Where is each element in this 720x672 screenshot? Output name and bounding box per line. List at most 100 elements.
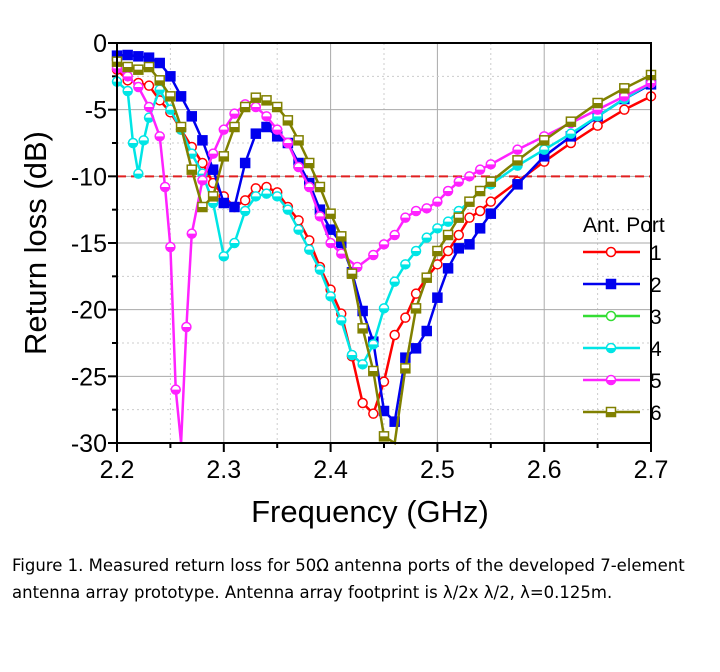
data-point-6-fill [422,277,432,283]
data-point-6-fill [347,273,357,279]
data-point-4-fill [411,251,421,256]
data-point-4-fill [443,221,453,227]
data-point-1 [474,205,486,217]
data-point-5-fill [379,244,389,249]
legend-label-2: 2 [650,274,662,297]
x-tick-label: 2.3 [206,456,241,484]
data-point-2 [464,239,475,250]
data-point-5-fill [123,76,133,81]
data-point-5-fill [272,129,282,135]
data-point-5-fill [187,233,197,239]
legend-label-6: 6 [650,402,662,425]
legend-marker-5-fill [606,380,616,385]
data-point-1 [368,408,379,419]
data-point-6-fill [513,160,522,165]
data-point-5-fill [208,153,218,159]
series-6 [111,56,657,446]
data-point-5-fill [294,167,304,172]
data-point-4-fill [432,228,442,233]
data-point-6-fill [208,196,218,201]
data-point-4-fill [139,140,149,145]
data-point-2 [453,243,465,254]
data-point-2 [143,52,155,63]
data-point-6-fill [283,120,293,125]
data-point-5-fill [486,164,496,169]
y-axis-title: Return loss (dB) [18,131,53,355]
data-point-6-fill [144,67,154,72]
data-point-5-fill [368,255,378,260]
x-tick-label: 2.7 [634,456,669,484]
data-point-4-fill [566,133,576,139]
data-point-2 [485,208,497,219]
data-point-5-fill [251,107,261,112]
data-point-2 [229,201,240,213]
figure-caption: Figure 1. Measured return loss for 50Ω a… [12,556,685,602]
data-point-5-fill [219,129,229,135]
data-point-5-fill [464,176,474,181]
y-tick-label: -25 [71,363,107,391]
data-point-6-fill [566,121,576,127]
data-point-5-fill [315,216,325,221]
data-point-1 [619,104,630,115]
data-point-4-fill [358,364,368,369]
data-point-6-fill [443,235,453,240]
data-point-4-fill [336,320,346,325]
data-point-2 [442,263,454,274]
data-point-4-fill [347,355,357,360]
data-point-6-fill [123,67,133,72]
data-point-5-fill [454,181,464,187]
data-point-2 [512,179,523,190]
legend-title: Ant. Port [583,214,665,237]
data-point-6-fill [593,103,603,108]
y-tick-label: -20 [71,297,107,325]
data-point-5-fill [262,116,272,121]
data-point-2 [421,325,432,337]
data-point-1 [485,196,497,207]
legend-label-5: 5 [650,370,662,393]
data-point-4-fill [208,203,218,208]
data-point-2 [186,111,198,122]
tick-labels: 2.2 2.3 2.4 2.5 2.6 2.7 0 -5 -10 -15 -20 -25 -30 [71,30,669,484]
data-point-5-fill [475,169,485,175]
data-point-6-fill [400,368,410,373]
data-point-4-fill [155,89,165,95]
data-point-1 [442,245,454,257]
data-point-5-fill [432,201,442,207]
data-point-4-fill [422,237,432,243]
data-point-4-fill [272,196,282,201]
data-point-5-fill [181,327,191,332]
data-point-6-fill [304,163,314,168]
data-point-5-fill [144,107,154,112]
data-point-5-fill [411,211,421,216]
data-point-4-fill [128,143,138,148]
data-point-4-fill [219,256,229,261]
legend-marker-2 [605,278,617,290]
data-point-6-fill [197,207,207,212]
data-point-6-fill [432,251,442,256]
data-point-4-fill [315,269,325,275]
data-point-6-fill [315,187,325,192]
x-tick-label: 2.4 [313,456,348,484]
data-point-2 [474,223,486,234]
legend-label-1: 1 [650,242,662,265]
y-tick-label: -30 [71,430,107,458]
data-point-5-fill [513,149,522,155]
y-tick-label: -15 [71,230,107,258]
x-tick-label: 2.6 [527,456,562,484]
data-point-6-fill [155,80,165,85]
data-point-4-fill [283,209,293,215]
data-point-6-fill [133,69,143,75]
data-point-4-fill [326,296,336,301]
data-point-6-fill [229,127,239,132]
data-point-6-fill [240,107,250,112]
y-tick-label: 0 [93,30,107,58]
data-point-4-fill [144,117,154,123]
data-point-2 [432,292,443,303]
data-point-6-fill [464,201,474,207]
data-point-6-fill [336,236,346,241]
data-point-4-fill [229,243,239,248]
data-point-5-fill [443,191,453,196]
data-point-4-fill [251,196,261,201]
y-tick-label: -5 [85,97,107,125]
data-point-2 [218,197,230,209]
